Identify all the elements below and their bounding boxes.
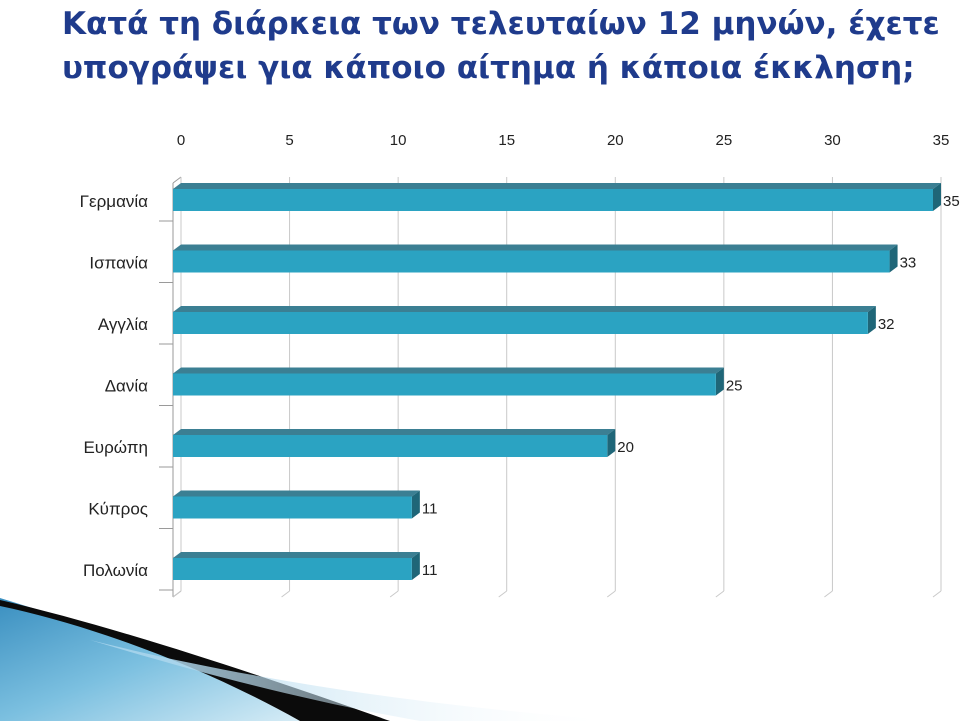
bar-front-face	[173, 435, 608, 457]
slide-title-line-2: υπογράψει για κάποιο αίτημα ή κάποια έκκ…	[62, 50, 915, 86]
bar-side-face	[411, 552, 420, 580]
data-label: 25	[726, 378, 743, 395]
chart-floor-gridline	[606, 590, 616, 598]
bar-side-face	[607, 429, 616, 457]
bar-front-face	[173, 558, 412, 580]
data-label: 20	[617, 439, 634, 456]
chart-floor-gridline	[715, 590, 725, 598]
chart-data-labels: 35 33 32 25 20 11 11	[422, 193, 960, 579]
category-label: Δανία	[105, 377, 148, 396]
x-tick-label: 25	[716, 132, 733, 149]
bar-top-face	[173, 183, 941, 189]
category-label: Γερμανία	[80, 192, 149, 211]
chart-bars	[173, 183, 941, 580]
bar-top-face	[173, 429, 616, 435]
slide-title-line-1: Κατά τη διάρκεια των τελευταίων 12 μηνών…	[62, 6, 940, 42]
slide-title: Κατά τη διάρκεια των τελευταίων 12 μηνών…	[62, 2, 942, 90]
chart-floor-gridline	[389, 590, 399, 598]
data-label: 32	[878, 316, 895, 333]
bar-side-face	[867, 306, 876, 334]
bar-top-face	[173, 367, 724, 374]
category-label: Αγγλία	[98, 315, 148, 334]
x-tick-label: 0	[177, 132, 185, 149]
chart-wall-corner	[172, 176, 182, 184]
data-label: 35	[943, 193, 960, 210]
bar-side-face	[889, 244, 898, 273]
data-label: 33	[900, 255, 917, 272]
bar	[173, 429, 616, 457]
x-tick-label: 10	[390, 132, 407, 149]
bar-side-face	[933, 183, 941, 211]
bar	[173, 552, 420, 580]
bar	[173, 490, 420, 519]
chart-floor-gridline	[932, 590, 942, 598]
category-label: Πολωνία	[83, 561, 148, 580]
bar	[173, 244, 898, 273]
x-tick-label: 35	[933, 132, 950, 149]
chart-floor-gridline	[172, 590, 182, 598]
data-label: 11	[422, 562, 438, 579]
chart-category-labels: Γερμανία Ισπανία Αγγλία Δανία Ευρώπη Κύπρος Πο…	[80, 192, 173, 591]
category-label: Κύπρος	[88, 500, 148, 519]
x-tick-label: 20	[607, 132, 624, 149]
x-tick-label: 30	[824, 132, 841, 149]
bar-top-face	[173, 306, 876, 312]
bar-front-face	[173, 312, 868, 334]
bar	[173, 367, 724, 396]
bar-top-face	[173, 552, 420, 558]
bar-front-face	[173, 496, 412, 519]
chart-floor-gridline	[281, 590, 290, 598]
bar-top-face	[173, 244, 898, 251]
x-tick-label: 15	[498, 132, 515, 149]
bar-front-face	[173, 373, 716, 396]
bar-side-face	[411, 490, 420, 519]
category-label: Ευρώπη	[83, 438, 148, 457]
category-label: Ισπανία	[89, 254, 148, 273]
data-label: 11	[422, 501, 438, 518]
bar	[173, 183, 941, 211]
bar-front-face	[173, 250, 890, 273]
chart-x-tick-labels: 0 5 10 15 20 25 30 35	[177, 132, 950, 149]
chart-floor-gridline	[824, 590, 833, 598]
bar	[173, 306, 876, 334]
bar-top-face	[173, 490, 420, 497]
bar-front-face	[173, 189, 933, 211]
bar-side-face	[715, 367, 724, 396]
chart-floor-gridline	[498, 590, 508, 598]
x-tick-label: 5	[285, 132, 293, 149]
